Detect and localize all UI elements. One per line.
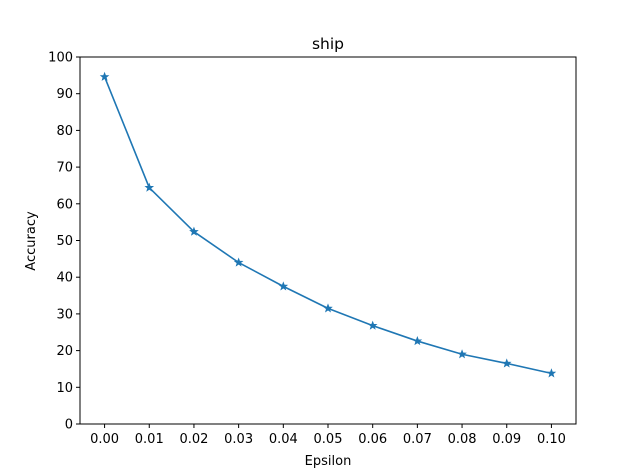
data-point-star [99,71,110,81]
x-tick-label: 0.07 [403,432,432,447]
data-point-star [189,226,199,236]
data-point-star [278,281,289,291]
y-tick-label: 90 [56,87,73,102]
x-tick-label: 0.08 [448,432,477,447]
x-tick-label: 0.04 [269,432,298,447]
x-tick-label: 0.00 [90,432,119,447]
y-axis-ticks: 0 10 20 30 40 50 60 70 80 90 100 [48,51,80,433]
data-point-star [501,358,512,368]
x-tick-label: 0.03 [224,432,253,447]
data-point-star [457,349,467,359]
y-tick-label: 70 [56,161,73,176]
y-tick-label: 10 [56,381,73,396]
x-axis-label: Epsilon [305,454,352,469]
x-tick-label: 0.10 [537,432,566,447]
x-tick-label: 0.02 [179,432,208,447]
data-point-star [367,320,378,330]
y-axis-label: Accuracy [24,211,39,271]
y-tick-label: 20 [56,344,73,359]
x-axis-ticks: 0.00 0.01 0.02 0.03 0.04 0.05 0.06 0.07 0.08 0.09… [90,424,566,447]
data-point-star [412,336,423,346]
y-tick-label: 80 [56,124,73,139]
y-tick-label: 100 [48,51,73,66]
data-point-star [546,368,557,378]
series-layer [99,71,557,378]
y-tick-label: 30 [56,307,73,322]
y-tick-label: 0 [65,418,73,433]
x-tick-label: 0.09 [492,432,521,447]
data-point-star [233,257,244,267]
y-tick-label: 40 [56,271,73,286]
y-tick-label: 60 [56,197,73,212]
x-tick-label: 0.06 [358,432,387,447]
x-tick-label: 0.01 [135,432,164,447]
chart-title: ship [312,35,344,53]
data-point-star [323,303,333,313]
plot-area [80,57,576,424]
y-tick-label: 50 [56,234,73,249]
x-tick-label: 0.05 [314,432,343,447]
plot-frame [79,56,577,425]
data-point-star [144,182,155,192]
